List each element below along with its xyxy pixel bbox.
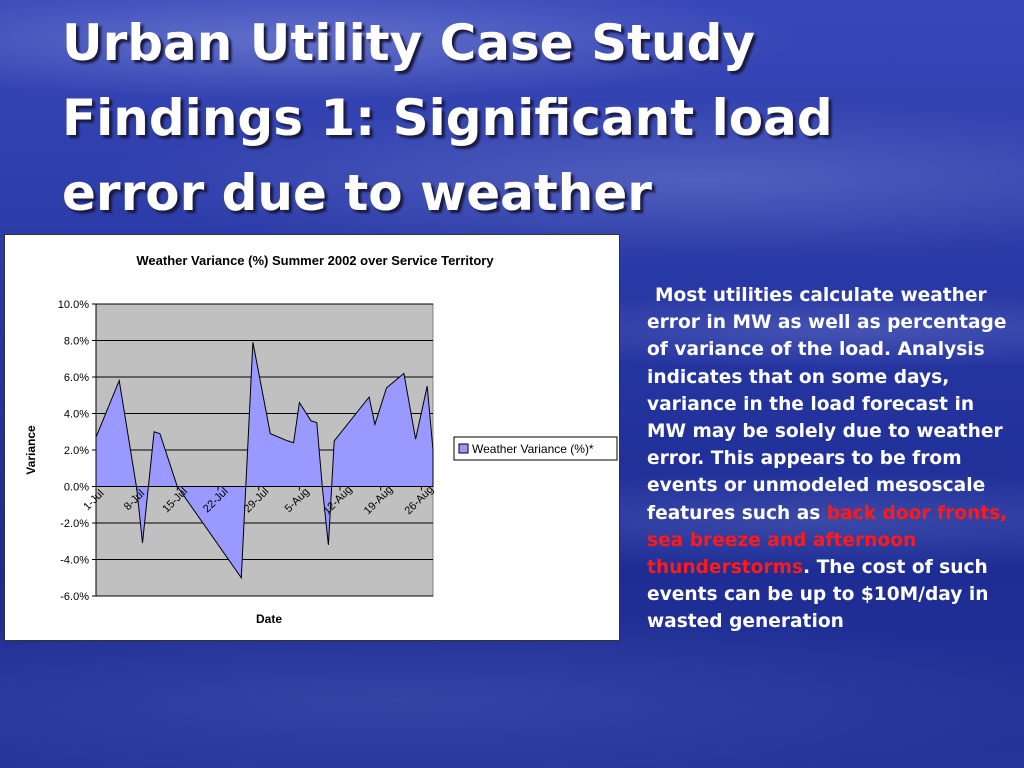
y-tick-label: 4.0% <box>64 409 89 421</box>
chart-svg: Weather Variance (%) Summer 2002 over Se… <box>24 253 618 626</box>
y-tick-label: 10.0% <box>58 299 89 311</box>
y-tick-label: 8.0% <box>64 336 89 348</box>
legend-label: Weather Variance (%)* <box>472 442 594 456</box>
slide-title: Urban Utility Case Study Findings 1: Sign… <box>62 6 992 231</box>
y-tick-label: -6.0% <box>60 591 89 603</box>
y-axis-title: Variance <box>24 425 38 475</box>
chart: Weather Variance (%) Summer 2002 over Se… <box>4 234 620 641</box>
slide-title-line: error due to weather <box>62 164 652 222</box>
y-tick-label: -4.0% <box>60 555 89 567</box>
legend-swatch <box>458 443 469 454</box>
body-text-part2: . The cost of such events can be up to $… <box>647 557 989 633</box>
series-area <box>95 342 434 580</box>
body-text: Most utilities calculate weather error i… <box>647 282 1017 636</box>
body-text-highlight: back door fronts, sea breeze and afterno… <box>647 502 1008 579</box>
x-axis-title: Date <box>256 612 282 626</box>
y-tick-label: 0.0% <box>64 482 89 494</box>
chart-title: Weather Variance (%) Summer 2002 over Se… <box>136 253 494 268</box>
slide-title-line: Urban Utility Case Study <box>62 14 756 72</box>
y-tick-label: 6.0% <box>64 372 89 384</box>
body-text-part1: Most utilities calculate weather error i… <box>647 285 1007 524</box>
y-tick-label: 2.0% <box>64 445 89 457</box>
y-tick-label: -2.0% <box>60 518 89 530</box>
slide-title-line: Findings 1: Significant load <box>62 89 833 147</box>
legend-box <box>453 436 618 461</box>
